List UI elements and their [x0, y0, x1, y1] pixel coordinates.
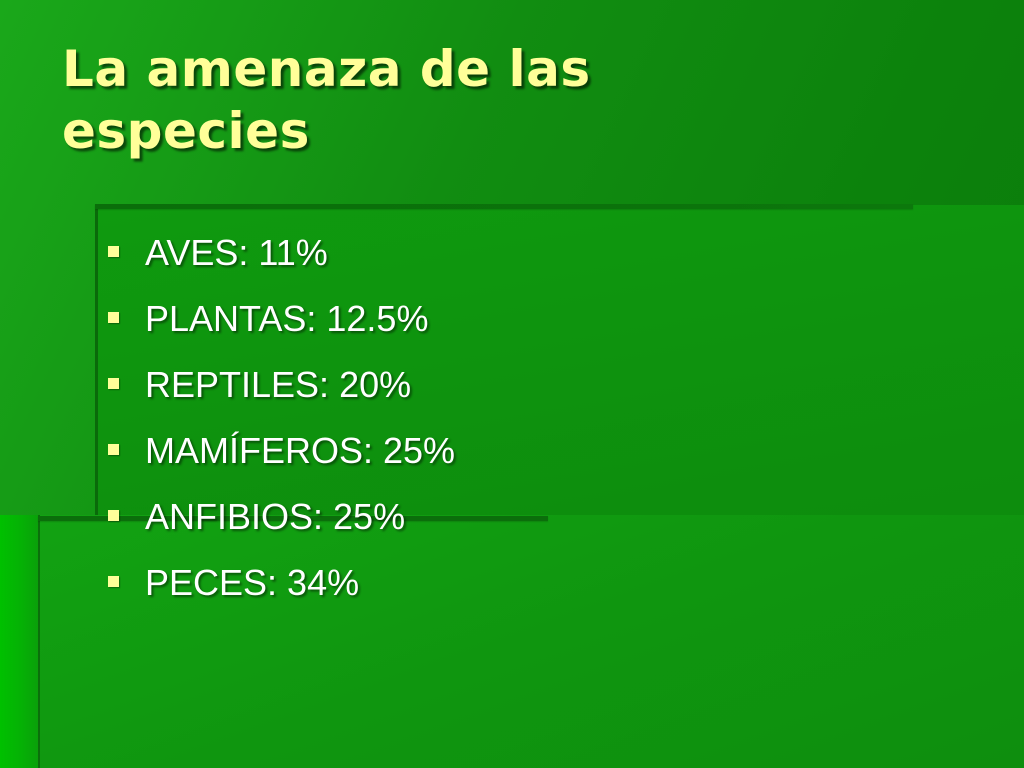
square-bullet-icon	[108, 311, 119, 323]
background-panel-lower	[38, 515, 1024, 768]
slide-title: La amenaza de las especies	[62, 40, 591, 160]
bullet-text: ANFIBIOS: 25%	[145, 496, 406, 537]
bullet-text: REPTILES: 20%	[145, 364, 412, 405]
bullet-text: AVES: 11%	[145, 232, 328, 273]
bullet-item: REPTILES: 20%	[108, 352, 455, 418]
square-bullet-icon	[108, 245, 119, 257]
bullet-item: AVES: 11%	[108, 220, 455, 286]
bullet-text: PLANTAS: 12.5%	[145, 298, 429, 339]
background-panel-left-strip	[0, 515, 38, 768]
square-bullet-icon	[108, 575, 119, 587]
bullet-text: MAMÍFEROS: 25%	[145, 430, 456, 471]
divider-top	[95, 204, 913, 209]
bullet-item: PLANTAS: 12.5%	[108, 286, 455, 352]
bullet-item: PECES: 34%	[108, 550, 455, 616]
square-bullet-icon	[108, 443, 119, 455]
square-bullet-icon	[108, 509, 119, 521]
bullet-item: ANFIBIOS: 25%	[108, 484, 455, 550]
bullet-text: PECES: 34%	[145, 562, 360, 603]
square-bullet-icon	[108, 377, 119, 389]
divider-middle	[38, 516, 548, 521]
bullet-item: MAMÍFEROS: 25%	[108, 418, 455, 484]
bullet-list: AVES: 11% PLANTAS: 12.5% REPTILES: 20% M…	[108, 220, 455, 616]
